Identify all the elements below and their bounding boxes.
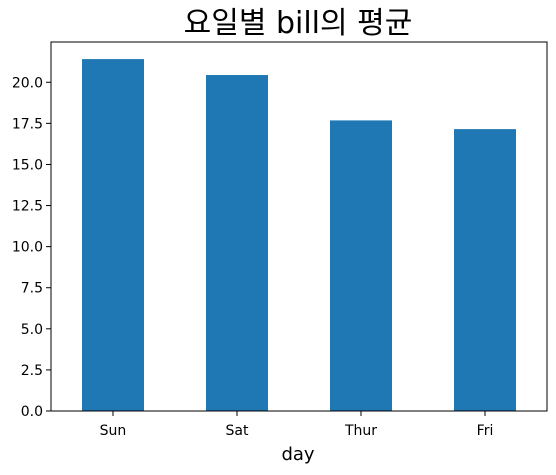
y-axis: 0.0 2.5 5.0 7.5 10.0 12.5 15.0 17.5 20.0	[12, 75, 51, 420]
y-tick-label: 2.5	[21, 363, 43, 379]
y-tick-label: 7.5	[21, 281, 43, 297]
x-tick-label: Sat	[226, 423, 249, 439]
y-tick-label: 0.0	[21, 404, 43, 420]
bar-sun	[82, 59, 144, 411]
x-tick-label: Sun	[100, 423, 127, 439]
x-tick-label: Fri	[477, 423, 494, 439]
bar-fri	[454, 129, 516, 411]
bars-group	[82, 59, 516, 412]
y-tick-label: 20.0	[12, 75, 43, 91]
bar-thur	[330, 120, 392, 412]
y-tick-label: 10.0	[12, 240, 43, 256]
chart-title: 요일별 bill의 평균	[184, 6, 413, 41]
y-tick-label: 5.0	[21, 322, 43, 338]
x-axis-label: day	[281, 444, 314, 465]
x-tick-label: Thur	[344, 423, 377, 439]
y-tick-label: 17.5	[12, 116, 43, 132]
plot-frame	[50, 41, 548, 412]
bar-sat	[206, 75, 268, 411]
y-tick-label: 15.0	[12, 157, 43, 173]
y-tick-label: 12.5	[12, 199, 43, 215]
x-axis: Sun Sat Thur Fri	[100, 411, 494, 439]
